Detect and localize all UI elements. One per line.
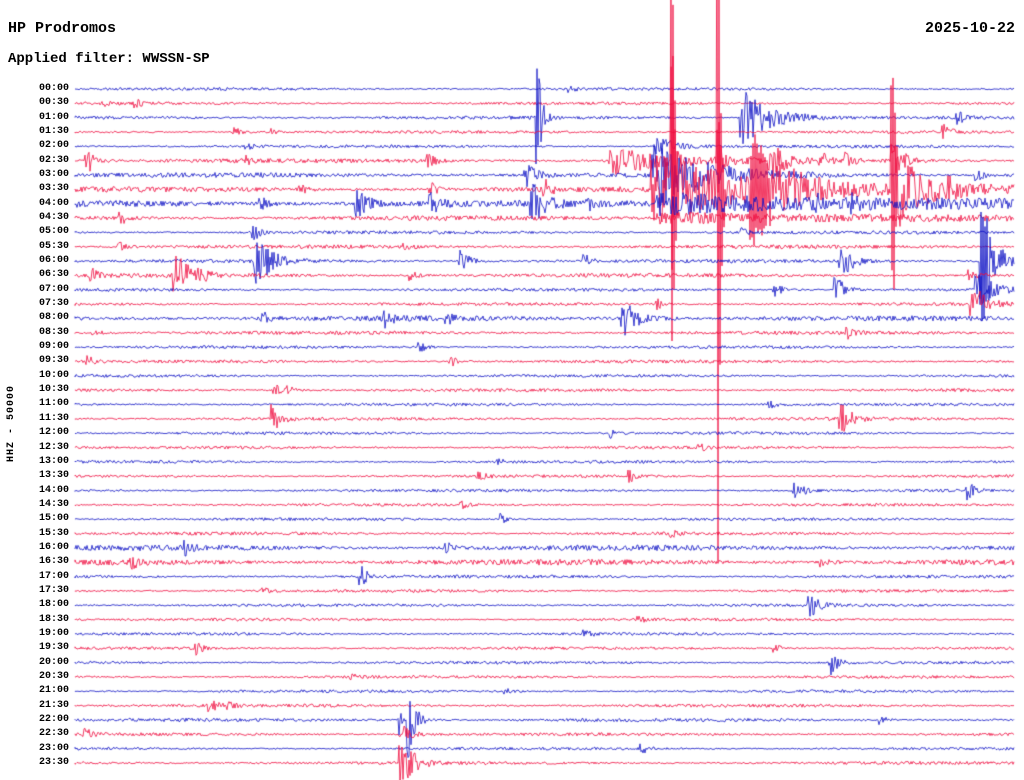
time-label: 16:00: [38, 541, 69, 553]
time-label: 15:00: [38, 513, 69, 525]
time-label: 23:00: [38, 742, 69, 754]
time-label: 03:30: [38, 183, 69, 195]
time-label: 02:30: [38, 154, 69, 166]
time-label: 19:00: [38, 627, 69, 639]
time-axis: 00:00 00:30 01:00 01:30 02:00 02:30 03:00 03:30…: [0, 0, 71, 780]
time-label: 22:00: [38, 713, 69, 725]
time-label: 11:00: [38, 398, 69, 410]
time-label: 09:30: [38, 355, 69, 367]
time-label: 17:30: [38, 584, 69, 596]
time-label: 10:00: [38, 369, 69, 381]
time-label: 00:30: [38, 97, 69, 109]
time-label: 04:00: [38, 197, 69, 209]
time-label: 21:30: [38, 699, 69, 711]
time-label: 01:30: [38, 126, 69, 138]
time-label: 04:30: [38, 212, 69, 224]
time-label: 09:00: [38, 341, 69, 353]
time-label: 12:00: [38, 427, 69, 439]
time-label: 20:30: [38, 670, 69, 682]
time-label: 10:30: [38, 384, 69, 396]
time-label: 08:00: [38, 312, 69, 324]
time-label: 07:00: [38, 283, 69, 295]
time-label: 18:00: [38, 599, 69, 611]
time-label: 12:30: [38, 441, 69, 453]
time-label: 01:00: [38, 111, 69, 123]
time-label: 15:30: [38, 527, 69, 539]
time-label: 02:00: [38, 140, 69, 152]
time-label: 21:00: [38, 685, 69, 697]
time-label: 22:30: [38, 728, 69, 740]
time-label: 03:00: [38, 169, 69, 181]
time-label: 05:30: [38, 240, 69, 252]
time-label: 11:30: [38, 412, 69, 424]
time-label: 13:30: [38, 470, 69, 482]
station-title: HP Prodromos: [8, 20, 117, 37]
time-label: 16:30: [38, 556, 69, 568]
time-label: 08:30: [38, 326, 69, 338]
time-label: 19:30: [38, 642, 69, 654]
filter-label: Applied filter: WWSSN-SP: [8, 51, 210, 67]
time-label: 13:00: [38, 455, 69, 467]
time-label: 05:00: [38, 226, 69, 238]
time-label: 23:30: [38, 756, 69, 768]
date-label: 2025-10-22: [924, 20, 1015, 37]
time-label: 06:00: [38, 255, 69, 267]
time-label: 17:00: [38, 570, 69, 582]
time-label: 20:00: [38, 656, 69, 668]
time-label: 07:30: [38, 298, 69, 310]
time-label: 00:00: [38, 83, 69, 94]
time-label: 14:00: [38, 484, 69, 496]
time-label: 14:30: [38, 498, 69, 510]
time-label: 06:30: [38, 269, 69, 281]
time-label: 18:30: [38, 613, 69, 625]
